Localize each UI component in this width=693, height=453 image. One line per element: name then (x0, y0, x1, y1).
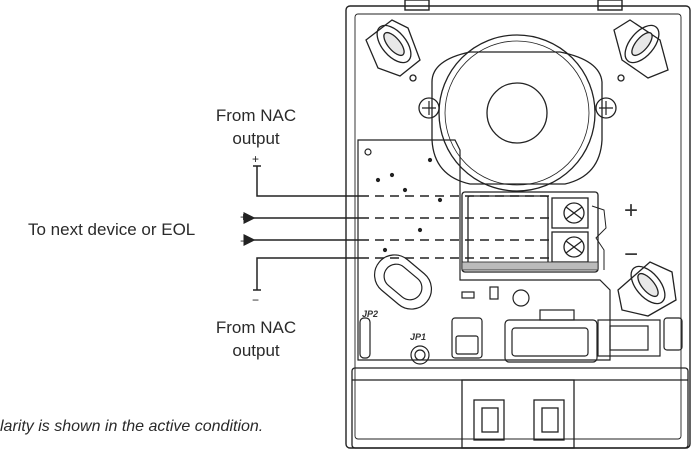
jumper-jp1-label: JP1 (410, 332, 426, 342)
pcb-board (357, 139, 683, 365)
to-next-device-label: To next device or EOL (28, 220, 196, 239)
from-nac-output-top-label: From NAC output (196, 104, 316, 150)
housing-outline (345, 5, 691, 449)
mounting-slot-top-right (613, 19, 669, 79)
nac-in-positive-wire (256, 166, 360, 197)
nac-bottom-minus-sign: − (252, 293, 259, 307)
nac-in-negative-wire (256, 257, 360, 290)
housing-inner-outline (354, 13, 682, 440)
next-plus-sign: + (240, 210, 247, 224)
wiring-lines (243, 166, 360, 290)
label-line: From NAC (215, 106, 297, 125)
label-line: output (232, 129, 280, 148)
housing-plus-mark: + (624, 197, 638, 224)
mounting-slot-bottom-right (617, 261, 677, 317)
mounting-slot-top-left (365, 19, 421, 77)
device-housing (345, 0, 691, 449)
housing-base (351, 367, 689, 449)
from-nac-output-bottom-label: From NAC output (196, 316, 316, 362)
jumper-jp2-label: JP2 (362, 309, 378, 319)
terminal-block (461, 191, 607, 273)
housing-tab (597, 0, 623, 11)
label-line: output (232, 341, 280, 360)
label-line: From NAC (215, 318, 297, 337)
housing-minus-mark: − (624, 241, 638, 268)
next-minus-sign: − (240, 234, 247, 248)
housing-tab (404, 0, 430, 11)
nac-top-plus-sign: + (252, 152, 259, 166)
polarity-note: larity is shown in the active condition. (0, 418, 264, 435)
speaker (409, 34, 625, 192)
